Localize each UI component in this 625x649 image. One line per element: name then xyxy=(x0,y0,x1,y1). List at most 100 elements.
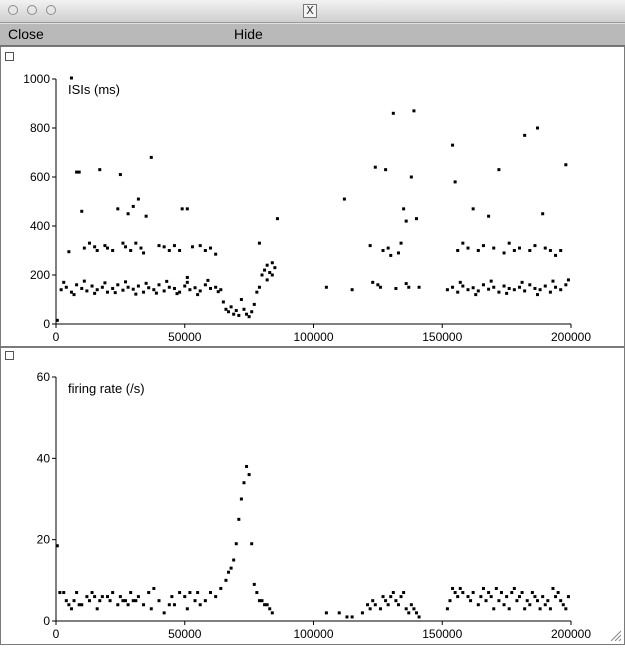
firing-rate-data-point xyxy=(185,607,189,611)
firing-rate-data-point xyxy=(373,603,377,607)
firing-rate-data-point xyxy=(147,591,151,595)
firing-rate-data-point xyxy=(381,595,385,599)
isi-data-point xyxy=(536,126,540,130)
firing-rate-data-point xyxy=(404,607,408,611)
isi-y-tick-label: 200 xyxy=(30,268,50,282)
isi-data-point xyxy=(106,290,109,294)
firing-rate-panel-checkbox[interactable] xyxy=(5,351,14,360)
firing-rate-data-point xyxy=(149,607,153,611)
firing-rate-data-point xyxy=(456,595,460,599)
firing-rate-data-point xyxy=(260,599,264,603)
firing-rate-data-point xyxy=(415,611,418,615)
isi-data-point xyxy=(381,249,385,252)
isi-data-point xyxy=(162,289,166,293)
firing-rate-data-point xyxy=(100,595,104,599)
firing-rate-data-point xyxy=(270,611,274,615)
isi-data-point xyxy=(417,285,421,289)
isi-data-point xyxy=(136,284,140,288)
isi-data-point xyxy=(157,283,161,287)
isi-data-point xyxy=(265,278,269,282)
firing-rate-data-point xyxy=(136,595,140,599)
firing-rate-data-point xyxy=(489,595,493,599)
firing-rate-data-point xyxy=(371,599,375,603)
isi-data-point xyxy=(142,251,146,255)
firing-rate-data-point xyxy=(72,599,76,603)
firing-rate-data-point xyxy=(124,599,128,603)
isi-data-point xyxy=(554,285,558,289)
isi-data-point xyxy=(172,286,176,290)
isi-data-point xyxy=(87,241,91,245)
isi-panel-checkbox[interactable] xyxy=(5,52,14,61)
firing-rate-data-point xyxy=(505,595,509,599)
x11-icon: X xyxy=(303,4,317,18)
firing-rate-data-point xyxy=(556,591,560,595)
firing-rate-data-point xyxy=(554,595,558,599)
firing-rate-data-point xyxy=(453,591,457,595)
isi-data-point xyxy=(263,268,267,272)
resize-grip-icon[interactable] xyxy=(609,629,621,641)
firing-rate-data-point xyxy=(515,599,519,603)
isi-data-point xyxy=(185,275,189,279)
firing-rate-data-point xyxy=(476,603,480,607)
firing-rate-data-point xyxy=(80,603,84,607)
isi-data-point xyxy=(126,285,130,289)
firing-rate-data-point xyxy=(520,591,524,595)
isi-data-point xyxy=(523,289,527,293)
isi-panel: ISIs (ms) 0 200 400 600 800 1000 0 50000 100000 1… xyxy=(0,46,625,347)
close-window-dot-icon[interactable] xyxy=(8,5,18,15)
isi-data-point xyxy=(378,285,382,289)
isi-data-point xyxy=(103,244,107,248)
firing-rate-data-point xyxy=(131,599,135,603)
isi-data-point xyxy=(111,249,115,252)
firing-rate-data-point xyxy=(407,611,411,615)
isi-data-point xyxy=(489,279,493,283)
isi-data-point xyxy=(245,312,249,316)
isi-data-point xyxy=(154,291,158,295)
firing-rate-data-point xyxy=(58,591,62,595)
firing-rate-data-point xyxy=(412,607,416,611)
isi-data-point xyxy=(551,279,555,283)
isi-data-point xyxy=(502,251,506,255)
isi-y-tick-label: 600 xyxy=(30,170,50,184)
isi-data-point xyxy=(93,291,97,295)
minimize-window-dot-icon[interactable] xyxy=(27,5,37,15)
isi-data-point xyxy=(131,204,135,208)
close-menu-item[interactable]: Close xyxy=(8,26,44,42)
hide-menu-item[interactable]: Hide xyxy=(234,26,263,42)
isi-data-point xyxy=(152,288,156,292)
zoom-window-dot-icon[interactable] xyxy=(46,5,56,15)
firing-rate-data-point xyxy=(198,603,202,607)
firing-rate-data-point xyxy=(98,599,102,603)
firing-rate-data-point xyxy=(466,595,470,599)
firing-rate-data-point xyxy=(324,611,328,615)
firing-rate-data-point xyxy=(399,595,403,599)
isi-data-point xyxy=(451,285,455,289)
firing-rate-data-point xyxy=(402,591,406,595)
firing-rate-data-point xyxy=(518,595,521,599)
firing-rate-data-point xyxy=(389,595,393,599)
isi-data-point xyxy=(273,266,277,270)
isi-data-point xyxy=(139,246,143,250)
firing-rate-data-point xyxy=(227,570,231,574)
isi-data-point xyxy=(518,246,521,250)
firing-rate-data-point xyxy=(75,591,79,595)
isi-data-point xyxy=(103,281,107,285)
isi-data-point xyxy=(250,310,254,314)
isi-data-point xyxy=(90,284,94,288)
isi-data-point xyxy=(554,253,558,257)
isi-data-point xyxy=(203,283,207,287)
isi-data-point xyxy=(80,286,84,290)
firing-rate-data-point xyxy=(461,591,465,595)
firing-rate-x-tick-label: 150000 xyxy=(422,627,462,641)
isi-data-point xyxy=(252,302,256,306)
firing-rate-data-point xyxy=(239,497,243,501)
isi-data-point xyxy=(124,245,128,249)
isi-data-point xyxy=(183,284,187,288)
isi-data-point xyxy=(72,293,76,297)
isi-data-point xyxy=(124,280,128,284)
isi-data-point xyxy=(198,289,202,293)
isi-data-point xyxy=(116,283,120,287)
isi-data-point xyxy=(77,170,81,174)
firing-rate-data-point xyxy=(263,603,267,607)
isi-data-point xyxy=(180,207,184,211)
